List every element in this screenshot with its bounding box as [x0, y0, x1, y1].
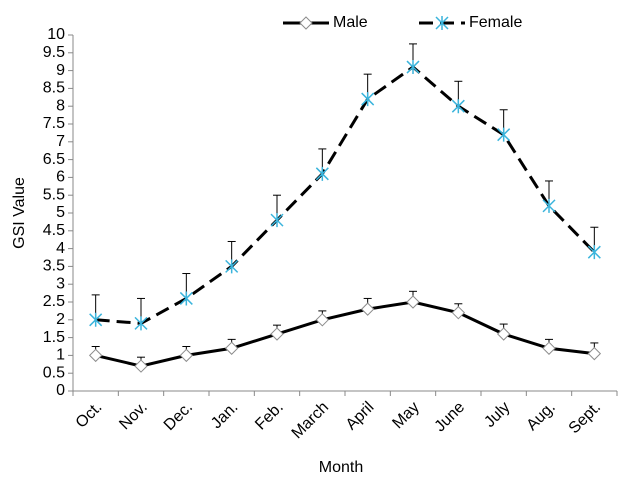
x-tick-label: Oct.	[73, 399, 106, 432]
y-tick-label: 7	[56, 133, 65, 150]
y-tick-label: 1.5	[43, 329, 65, 346]
legend: Male Female	[283, 14, 522, 31]
marker	[299, 16, 313, 30]
x-tick-label: Feb.	[252, 399, 287, 434]
y-tick-label: 8	[56, 97, 65, 114]
marker	[315, 166, 329, 181]
y-tick-label: 1	[56, 347, 65, 364]
y-tick-label: 6.5	[43, 151, 65, 168]
y-tick-label: 2.5	[43, 293, 65, 310]
y-tick-label: 5.5	[43, 186, 65, 203]
y-tick-label: 6	[56, 169, 65, 186]
marker	[587, 245, 601, 260]
marker	[134, 359, 148, 373]
legend-label: Male	[333, 14, 368, 31]
x-tick-label: March	[289, 399, 332, 442]
x-tick-label: Jan.	[208, 399, 241, 432]
marker	[179, 291, 193, 306]
marker	[451, 99, 465, 114]
series-line	[95, 300, 595, 368]
y-tick-label: 3.5	[43, 258, 65, 275]
marker	[224, 341, 239, 355]
y-axis-title: GSI Value	[11, 177, 28, 249]
marker	[360, 302, 375, 316]
marker	[88, 348, 103, 363]
y-tick-label: 8.5	[43, 80, 65, 97]
marker	[406, 295, 420, 309]
marker	[406, 60, 420, 75]
x-tick-label: April	[343, 399, 378, 434]
x-tick-label: Dec.	[161, 399, 196, 434]
marker	[497, 127, 511, 142]
marker	[435, 16, 449, 30]
x-tick-label: Aug.	[524, 399, 559, 434]
y-tick-label: 10	[47, 26, 65, 43]
marker	[270, 213, 284, 228]
x-tick-label: Nov.	[116, 399, 150, 433]
marker	[542, 198, 556, 213]
y-tick-label: 0.5	[43, 364, 65, 381]
marker	[179, 348, 194, 363]
marker	[451, 305, 466, 320]
y-tick-label: 2	[56, 311, 65, 328]
y-tick-label: 4	[56, 240, 65, 257]
x-tick-label: May	[389, 399, 422, 432]
y-tick-label: 3	[56, 275, 65, 292]
x-axis-title: Month	[319, 459, 363, 476]
x-tick-label: July	[481, 399, 513, 431]
marker	[587, 346, 602, 361]
y-tick-label: 9	[56, 62, 65, 79]
y-tick-label: 5	[56, 204, 65, 221]
marker	[134, 316, 148, 331]
series-line	[95, 65, 596, 325]
y-tick-label: 0	[56, 382, 65, 399]
x-tick-label: June	[432, 399, 469, 436]
legend-label: Female	[469, 14, 522, 31]
marker	[315, 313, 330, 327]
x-tick-label: Sept.	[566, 399, 604, 437]
y-tick-label: 4.5	[43, 222, 65, 239]
marker	[89, 312, 103, 327]
y-tick-label: 7.5	[43, 115, 65, 132]
marker	[270, 327, 284, 341]
marker	[542, 341, 556, 355]
marker	[361, 92, 375, 107]
y-tick-label: 9.5	[43, 44, 65, 61]
marker	[496, 327, 511, 341]
marker	[225, 259, 239, 274]
